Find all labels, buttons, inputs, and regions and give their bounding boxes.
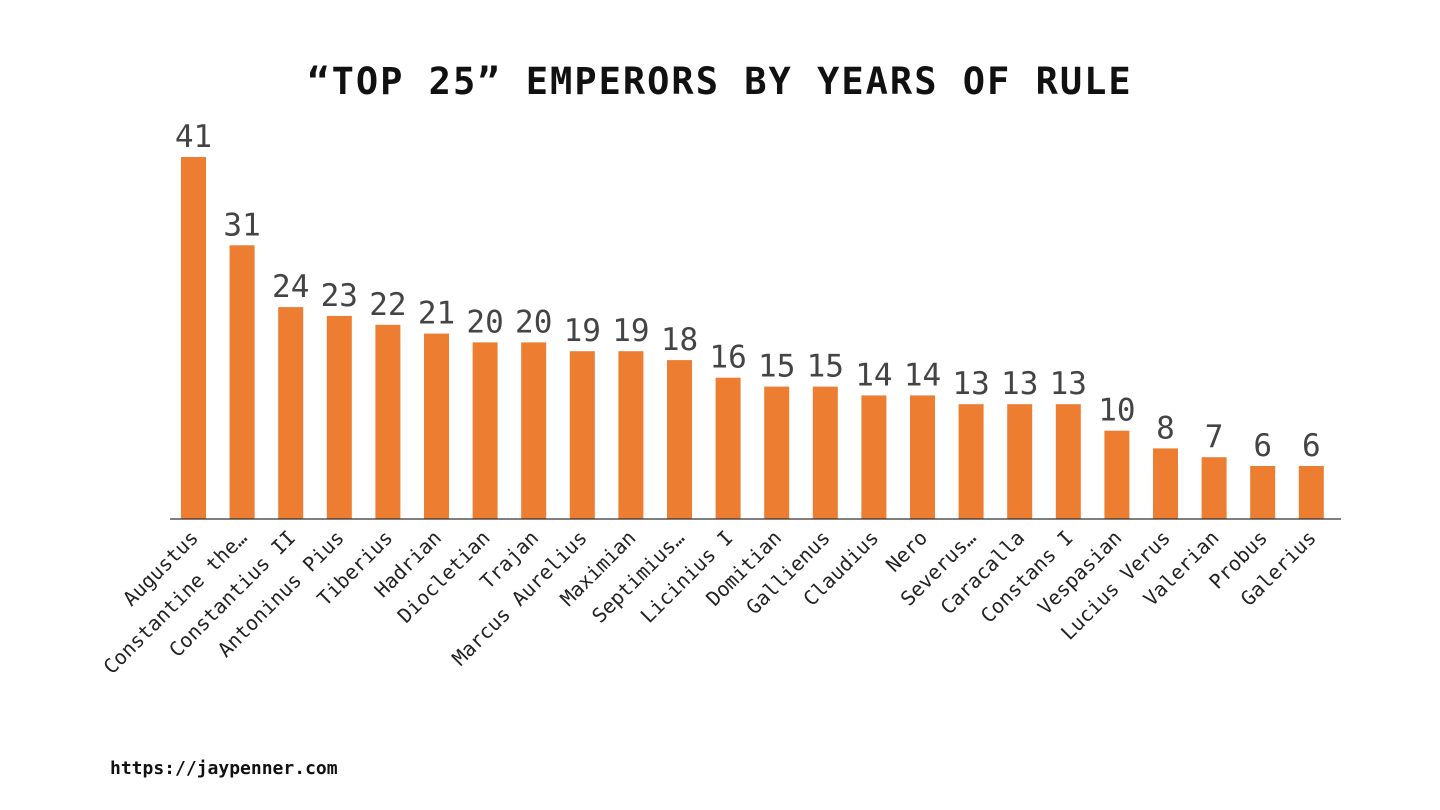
value-label-4: 22 [369, 287, 406, 323]
value-label-14: 14 [855, 357, 892, 393]
bar-20 [1153, 448, 1178, 519]
source-link[interactable]: https://jaypenner.com [110, 758, 338, 779]
chart-title: “TOP 25” EMPERORS BY YEARS OF RULE [307, 60, 1132, 103]
value-label-15: 14 [904, 357, 941, 393]
value-label-6: 20 [466, 304, 503, 340]
bar-1 [229, 245, 255, 520]
value-label-5: 21 [418, 296, 455, 332]
value-label-23: 6 [1302, 428, 1321, 464]
value-label-16: 13 [952, 366, 989, 402]
bar-15 [910, 395, 935, 519]
bar-6 [472, 342, 498, 519]
value-label-1: 31 [223, 207, 260, 243]
bar-8 [569, 351, 595, 519]
value-label-0: 41 [175, 119, 212, 155]
value-label-7: 20 [515, 304, 552, 340]
bar-17 [1007, 404, 1033, 519]
bars-group [181, 157, 1324, 520]
value-label-20: 8 [1156, 410, 1175, 446]
value-label-21: 7 [1205, 419, 1224, 455]
bar-21 [1201, 457, 1227, 519]
bar-5 [424, 333, 449, 519]
bar-23 [1298, 466, 1324, 519]
bar-9 [618, 351, 644, 519]
value-label-3: 23 [321, 278, 358, 314]
bar-22 [1250, 466, 1276, 519]
bar-18 [1055, 404, 1081, 519]
value-label-19: 10 [1098, 393, 1135, 429]
bar-10 [667, 360, 692, 519]
bar-3 [326, 315, 352, 519]
bar-19 [1104, 430, 1130, 519]
value-label-9: 19 [612, 313, 649, 349]
value-label-8: 19 [564, 313, 601, 349]
bar-11 [715, 377, 741, 519]
value-label-17: 13 [1001, 366, 1038, 402]
bar-12 [764, 386, 790, 519]
value-label-18: 13 [1050, 366, 1087, 402]
value-labels-group: 41 31 24 23 22 21 20 20 19 19 18 16 15 15 14 14 13 13 13 10… [175, 119, 1321, 464]
bar-16 [958, 404, 984, 519]
bar-14 [861, 395, 887, 519]
value-label-22: 6 [1253, 428, 1272, 464]
value-label-2: 24 [272, 269, 309, 305]
bar-0 [181, 157, 206, 519]
bar-4 [375, 324, 401, 519]
value-label-10: 18 [661, 322, 698, 358]
bar-13 [812, 386, 838, 519]
value-label-13: 15 [807, 349, 844, 385]
bar-7 [521, 342, 547, 519]
value-label-11: 16 [709, 340, 746, 376]
bar-2 [278, 307, 304, 519]
value-label-12: 15 [758, 349, 795, 385]
